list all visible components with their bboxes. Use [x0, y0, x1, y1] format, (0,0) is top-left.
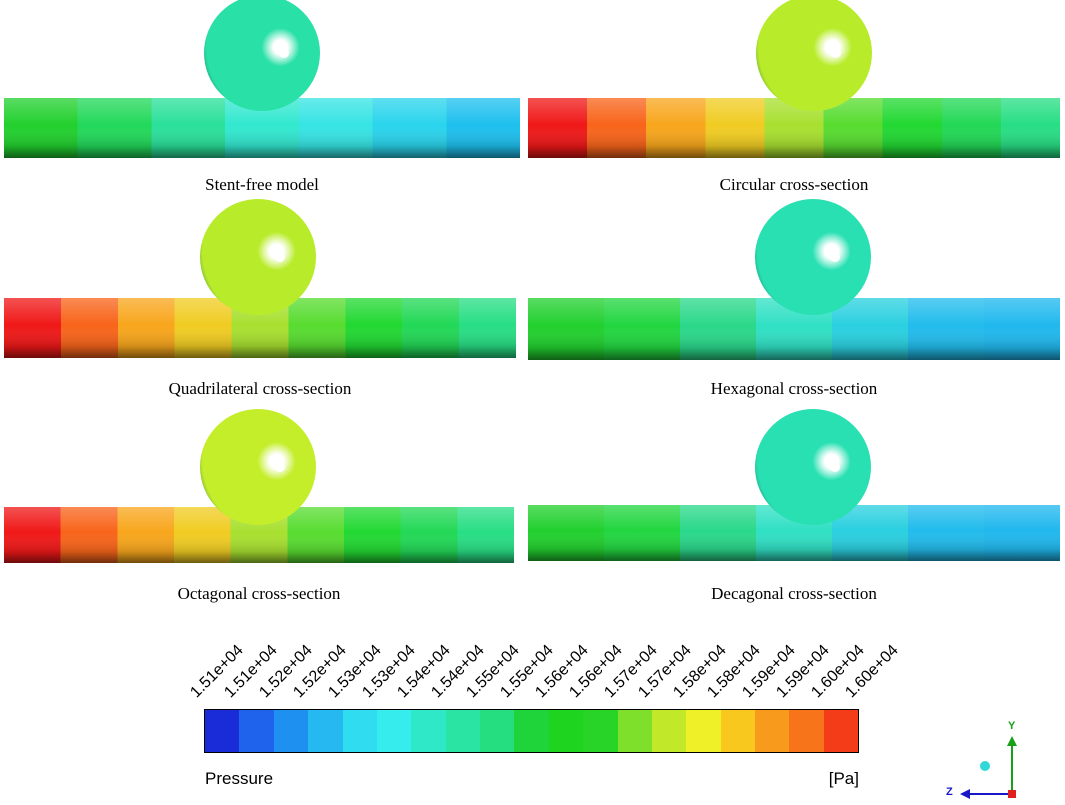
sphere-highlight: [275, 252, 285, 262]
vessel-render: [528, 409, 1060, 561]
legend-color-segment: [308, 710, 343, 752]
aneurysm-sphere: [755, 199, 871, 315]
legend-color-segment: [617, 710, 652, 752]
vessel-render: [528, 199, 1060, 360]
legend-color-segment: [823, 710, 859, 752]
contour-panel-1: Stent-free model: [4, 0, 520, 201]
axis-triad: Y Z: [942, 720, 1022, 800]
y-axis-arrow: [1007, 736, 1017, 746]
legend-color-bar: [204, 709, 859, 753]
panel-caption: Circular cross-section: [719, 175, 869, 194]
contour-panel-5: Octagonal cross-section: [4, 409, 514, 610]
legend-color-segment: [205, 710, 240, 752]
sphere-highlight: [830, 462, 840, 472]
panel-caption: Quadrilateral cross-section: [168, 379, 352, 398]
legend-color-segment: [583, 710, 618, 752]
vessel-tube-shading: [528, 98, 1060, 158]
panel-caption: Hexagonal cross-section: [710, 379, 878, 398]
contour-panel-6: Decagonal cross-section: [528, 409, 1060, 610]
legend-color-segment: [342, 710, 377, 752]
aneurysm-sphere: [200, 199, 316, 315]
legend-unit: [Pa]: [828, 769, 859, 788]
sphere-highlight: [279, 48, 289, 58]
panel-caption: Octagonal cross-section: [177, 584, 341, 603]
contour-panel-2: Circular cross-section: [528, 0, 1060, 201]
panel-caption: Decagonal cross-section: [711, 584, 877, 603]
legend-title: Pressure: [205, 769, 274, 788]
z-axis-label: Z: [946, 786, 953, 798]
legend-color-segment: [755, 710, 790, 752]
contour-panel-3: Quadrilateral cross-section: [4, 199, 516, 405]
z-axis-arrow: [960, 789, 970, 799]
aneurysm-sphere: [204, 0, 320, 111]
vessel-render: [4, 409, 514, 563]
legend-color-segment: [789, 710, 824, 752]
legend-color-segment: [411, 710, 446, 752]
panel-caption: Stent-free model: [205, 175, 319, 194]
y-axis-label: Y: [1008, 720, 1016, 732]
contour-panel-4: Hexagonal cross-section: [528, 199, 1060, 405]
legend-color-segment: [239, 710, 274, 752]
legend-color-segment: [686, 710, 721, 752]
sphere-highlight: [830, 252, 840, 262]
legend-color-segment: [548, 710, 584, 752]
legend-color-segment: [514, 710, 549, 752]
legend-color-segment: [480, 710, 515, 752]
vessel-render: [528, 0, 1060, 158]
origin-sphere-icon: [980, 761, 990, 771]
legend-color-segment: [720, 710, 755, 752]
sphere-highlight: [275, 462, 285, 472]
vessel-render: [4, 199, 516, 358]
pressure-legend: 1.51e+04 1.51e+04 1.52e+04 1.52e+04 1.53e+04…: [187, 600, 902, 800]
aneurysm-sphere: [755, 409, 871, 525]
legend-color-segment: [445, 710, 480, 752]
legend-color-segment: [651, 710, 687, 752]
legend-color-segment: [376, 710, 412, 752]
legend-color-segment: [273, 710, 309, 752]
sphere-highlight: [831, 48, 841, 58]
x-axis-marker: [1008, 790, 1016, 798]
vessel-render: [4, 0, 520, 158]
aneurysm-sphere: [756, 0, 872, 111]
aneurysm-sphere: [200, 409, 316, 525]
